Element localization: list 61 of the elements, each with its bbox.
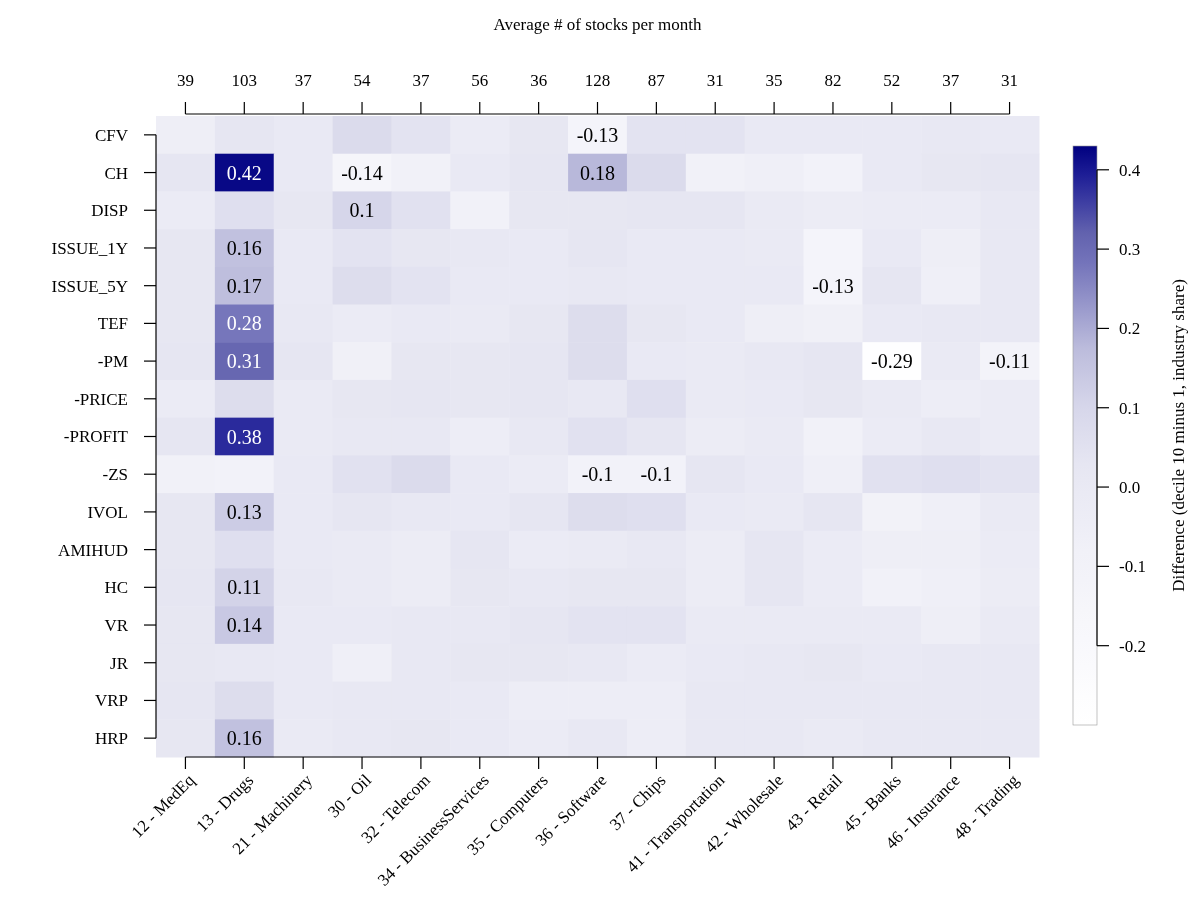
text: 103 <box>231 71 258 90</box>
color-bar-label: 0.4 <box>1119 160 1141 180</box>
text: 31 <box>1001 71 1019 90</box>
data-label: 0.31 <box>226 350 262 373</box>
y-tick-label: CFV <box>94 125 129 145</box>
color-bar-label: 0.3 <box>1119 240 1141 260</box>
data-label: -0.1 <box>581 463 614 486</box>
x2-axis-title: Average # of stocks per month <box>493 15 702 34</box>
text: 128 <box>584 71 611 90</box>
color-bar-label: 0.0 <box>1119 478 1141 497</box>
y-tick-label: HRP <box>94 729 128 749</box>
y-tick-label: -ZS <box>102 465 128 485</box>
color-bar-label: 0.2 <box>1119 319 1141 339</box>
data-label: 0.17 <box>226 274 262 297</box>
data-label: 0.14 <box>226 614 262 637</box>
y-tick-label: HC <box>104 578 128 598</box>
data-label: 0.38 <box>226 425 262 448</box>
text: 52 <box>883 71 901 90</box>
y-tick-label: CH <box>104 163 128 183</box>
data-label: 0.42 <box>226 161 262 184</box>
y-tick-label: VRP <box>94 691 128 711</box>
color-bar-label: 0.1 <box>1119 398 1141 418</box>
data-label: -0.13 <box>812 274 854 297</box>
y-tick-label: JR <box>110 653 129 673</box>
y-tick-label: -PROFIT <box>63 427 129 447</box>
text: 56 <box>471 71 489 90</box>
text: 37 <box>294 71 313 90</box>
data-label: -0.13 <box>576 123 619 146</box>
y-tick-label: -PM <box>97 352 128 372</box>
text: 36 <box>530 71 548 90</box>
color-bar-label: -0.2 <box>1119 636 1146 656</box>
y-tick-label: DISP <box>91 201 128 221</box>
data-label: 0.16 <box>226 236 262 259</box>
y-tick-label: -PRICE <box>74 389 128 409</box>
data-label: 0.16 <box>226 727 262 750</box>
text: 37 <box>412 71 430 90</box>
text: 35 <box>765 71 783 90</box>
x-tick-label: 30 - Oil <box>324 770 376 822</box>
data-label: -0.1 <box>640 463 673 486</box>
data-label: 0.13 <box>226 500 262 523</box>
y-tick-label: ISSUE_5Y <box>51 276 128 296</box>
text: 54 <box>353 71 372 90</box>
color-bar-label: -0.1 <box>1119 557 1146 577</box>
data-label: -0.29 <box>871 350 913 373</box>
text: 31 <box>706 71 724 90</box>
y-tick-label: IVOL <box>87 502 128 522</box>
data-label: -0.11 <box>989 350 1031 373</box>
data-label: 0.11 <box>227 576 262 599</box>
text: 39 <box>176 71 194 90</box>
y-tick-label: ISSUE_1Y <box>51 238 128 258</box>
color-bar-title: Difference (decile 10 minus 1, industry share) <box>1169 279 1188 592</box>
y-tick-label: VR <box>104 615 129 635</box>
y-tick-label: TEF <box>97 314 128 334</box>
text: 87 <box>647 71 666 90</box>
data-label: 0.1 <box>349 199 375 222</box>
data-label: 0.28 <box>226 312 262 335</box>
text: 82 <box>824 71 842 90</box>
data-label: 0.18 <box>580 161 615 184</box>
y-tick-label: AMIHUD <box>58 540 128 560</box>
text: 37 <box>942 71 960 90</box>
data-label: -0.14 <box>341 161 383 184</box>
